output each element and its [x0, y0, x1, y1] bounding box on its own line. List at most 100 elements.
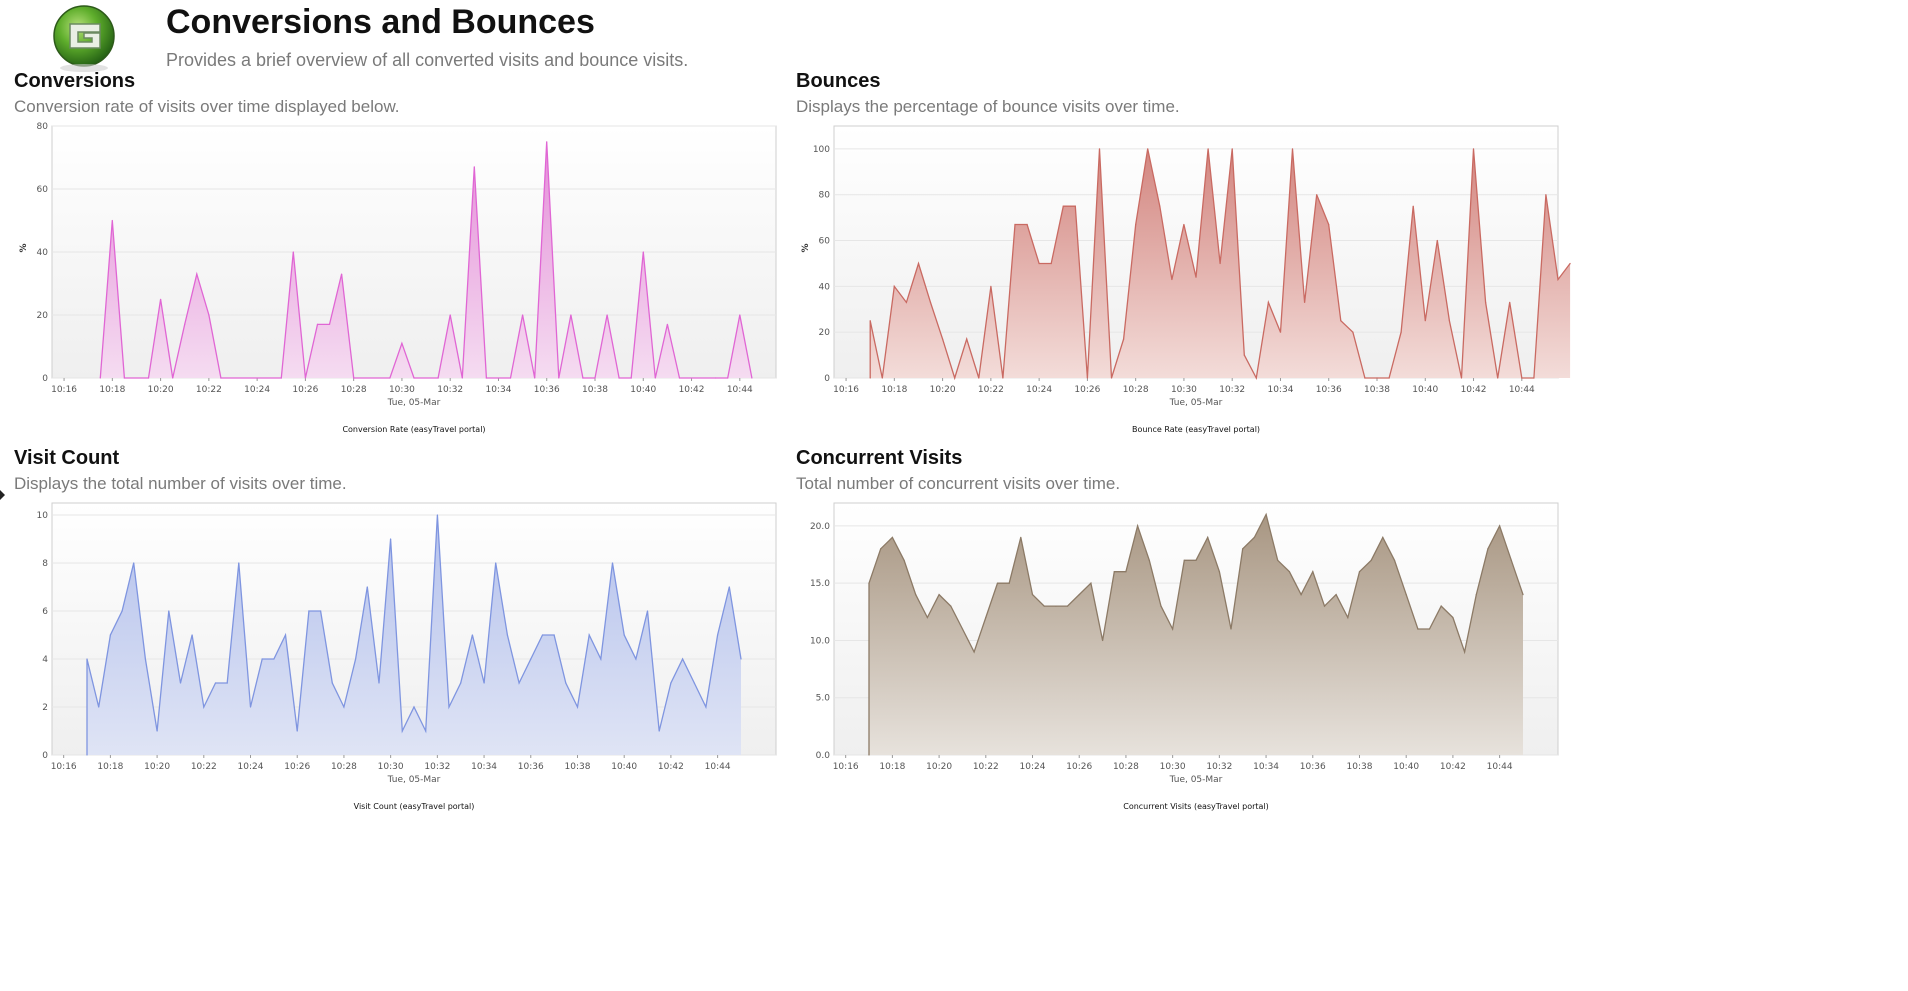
panel-visit-count: Visit Count Displays the total number of…: [0, 445, 950, 895]
panel-conversions: Conversions Conversion rate of visits ov…: [0, 68, 950, 518]
panel-concurrent-visits: Concurrent Visits Total number of concur…: [782, 445, 1732, 895]
data-point: [558, 377, 560, 379]
x-tick-label: 10:38: [1364, 385, 1390, 395]
data-point: [1364, 377, 1366, 379]
data-point: [292, 251, 294, 253]
data-point: [1135, 223, 1137, 226]
panel-title: Bounces: [796, 70, 881, 92]
x-tick-label: 10:42: [658, 762, 684, 772]
data-point: [1098, 148, 1101, 150]
data-point: [1312, 571, 1314, 573]
data-point: [308, 610, 310, 612]
data-point: [1497, 377, 1499, 379]
data-point: [546, 141, 548, 143]
data-point: [1086, 377, 1088, 379]
data-point: [273, 658, 275, 660]
data-point: [717, 634, 719, 636]
x-tick-label: 10:32: [437, 385, 463, 395]
data-point: [1304, 301, 1306, 303]
y-tick-label: 10.0: [810, 636, 830, 646]
data-point: [678, 377, 681, 379]
data-point: [1335, 594, 1337, 596]
data-point: [1218, 571, 1220, 573]
x-tick-label: 10:38: [582, 385, 608, 395]
x-tick-label: 10:26: [1074, 385, 1100, 395]
panel-bounces: Bounces Displays the percentage of bounc…: [782, 68, 1732, 518]
panel-title: Conversions: [14, 70, 136, 92]
data-point: [485, 377, 487, 379]
y-tick-label: 40: [819, 282, 831, 292]
x-tick-label: 10:28: [331, 762, 357, 772]
data-point: [1062, 205, 1064, 207]
x-tick-label: 10:32: [1206, 762, 1232, 772]
x-tick-label: 10:40: [630, 385, 656, 395]
data-point: [635, 658, 637, 660]
data-point: [147, 377, 150, 379]
data-point: [618, 377, 620, 379]
data-point: [1113, 571, 1115, 573]
x-tick-label: 10:44: [1487, 762, 1513, 772]
data-point: [1066, 605, 1069, 607]
data-point: [893, 285, 895, 287]
data-point: [582, 377, 584, 379]
data-point: [220, 377, 222, 379]
data-point: [1242, 548, 1244, 550]
data-point: [966, 338, 968, 340]
conversions-chart: 0 20 40 60 80% 10:16 10:18 10:20 10:22 10:24 10:26…: [19, 122, 777, 434]
data-point: [99, 377, 101, 379]
data-point: [1008, 582, 1010, 584]
series-line: [868, 512, 1524, 755]
x-tick-label: 10:42: [1440, 762, 1466, 772]
data-point: [942, 338, 944, 340]
data-point: [191, 634, 193, 636]
data-point: [929, 301, 932, 303]
data-point: [905, 301, 907, 303]
data-point: [1291, 148, 1294, 150]
data-point: [1358, 571, 1361, 573]
data-point: [1460, 377, 1463, 379]
x-axis-label: Tue, 05-Mar: [1169, 398, 1223, 408]
x-tick-label: 10:36: [518, 762, 544, 772]
data-point: [1207, 148, 1209, 150]
x-tick-label: 10:18: [879, 762, 905, 772]
collapse-arrow-icon[interactable]: [0, 490, 5, 500]
data-point: [881, 377, 883, 379]
data-point: [389, 377, 391, 379]
data-point: [917, 262, 920, 265]
page-header: Conversions and Bounces Provides a brief…: [0, 0, 1908, 80]
x-tick-label: 10:30: [1160, 762, 1186, 772]
data-point: [1043, 605, 1045, 607]
data-point: [1207, 536, 1209, 538]
data-point: [1417, 628, 1419, 630]
data-point: [1002, 377, 1004, 379]
data-point: [1195, 276, 1197, 278]
data-point: [1300, 594, 1302, 596]
data-point: [436, 514, 438, 516]
data-point: [226, 682, 228, 684]
data-point: [973, 651, 975, 653]
x-tick-label: 10:34: [485, 385, 511, 395]
x-tick-label: 10:28: [1123, 385, 1149, 395]
data-point: [355, 658, 357, 660]
data-point: [506, 634, 508, 636]
data-point: [1090, 582, 1092, 584]
x-tick-label: 10:30: [389, 385, 415, 395]
data-point: [570, 314, 572, 316]
data-point: [280, 377, 282, 379]
data-point: [1110, 377, 1113, 379]
data-point: [961, 628, 964, 630]
data-point: [353, 377, 355, 379]
data-point: [401, 730, 403, 732]
data-point: [728, 586, 730, 588]
x-tick-label: 10:22: [973, 762, 999, 772]
data-point: [208, 314, 210, 316]
data-point: [740, 658, 742, 660]
data-point: [642, 251, 644, 253]
series-line: [99, 141, 753, 379]
y-tick-label: 40: [37, 248, 49, 258]
data-point: [1020, 536, 1022, 538]
data-point: [296, 730, 298, 732]
x-tick-label: 10:40: [1393, 762, 1419, 772]
data-point: [261, 658, 263, 660]
data-point: [715, 377, 717, 379]
